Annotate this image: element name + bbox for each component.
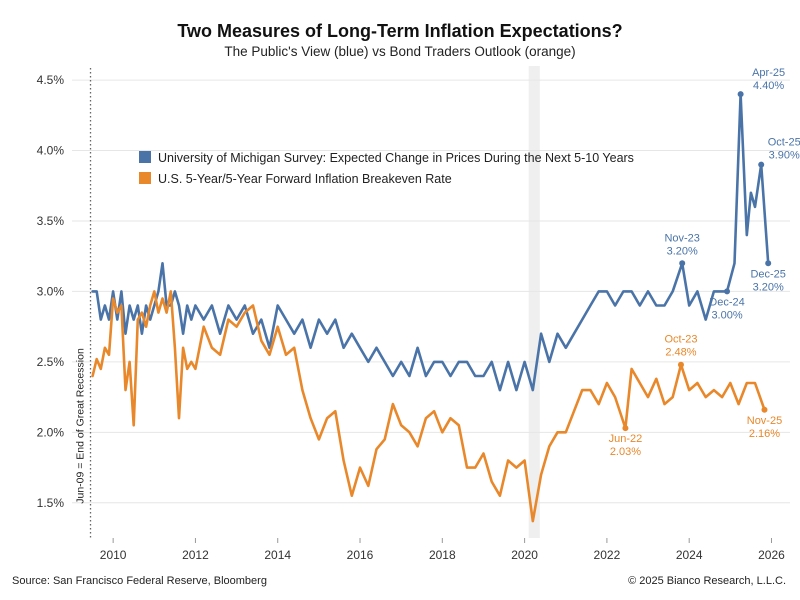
y-tick-label: 3.5%: [37, 214, 65, 228]
annotation-label: Apr-25: [752, 67, 785, 79]
y-tick-label: 1.5%: [37, 496, 65, 510]
annotation-point: [677, 361, 684, 368]
annotation-label: 2.16%: [749, 428, 780, 440]
source-note: Source: San Francisco Federal Reserve, B…: [12, 575, 267, 587]
legend-label-orange: U.S. 5-Year/5-Year Forward Inflation Bre…: [158, 172, 452, 186]
y-tick-label: 3.0%: [37, 284, 65, 298]
x-tick-label: 2012: [182, 548, 209, 562]
recession-label: Jun-09 = End of Great Recession: [75, 348, 87, 504]
series-line-breakeven: [91, 290, 766, 523]
recession-marker: Jun-09 = End of Great Recession: [75, 68, 92, 538]
annotation-point: [724, 288, 731, 295]
annotation-point: [761, 406, 768, 413]
x-axis: 2010 2012 2014 2016 2018 2020 2022 2024 2026: [100, 538, 785, 562]
annotation-point: [622, 425, 629, 432]
annotation-point: [758, 161, 765, 168]
shaded-period-0: [528, 66, 540, 538]
legend-swatch-orange: [139, 172, 151, 184]
annotation-label: Nov-25: [747, 415, 782, 427]
x-tick-label: 2022: [594, 548, 621, 562]
annotation-label: Oct-25: [768, 137, 800, 149]
x-tick-label: 2026: [758, 548, 785, 562]
annotation-point: [737, 91, 744, 98]
legend: University of Michigan Survey: Expected …: [139, 151, 634, 186]
x-tick-label: 2010: [100, 548, 127, 562]
y-tick-label: 4.5%: [37, 73, 65, 87]
chart-subtitle: The Public's View (blue) vs Bond Traders…: [224, 44, 575, 59]
annotation-label: 3.90%: [769, 150, 800, 162]
annotation-label: 3.20%: [667, 245, 698, 257]
annotation-label: Dec-24: [709, 296, 744, 308]
annotations: Nov-233.20%Apr-254.40%Oct-253.90%Dec-243…: [609, 67, 800, 458]
series-lines: [91, 92, 770, 523]
annotation-label: 3.20%: [753, 281, 784, 293]
legend-swatch-blue: [139, 151, 151, 163]
chart-title: Two Measures of Long-Term Inflation Expe…: [177, 21, 622, 41]
x-tick-label: 2014: [264, 548, 291, 562]
x-tick-label: 2024: [676, 548, 703, 562]
annotation-label: Jun-22: [609, 433, 643, 445]
grid-lines: [72, 79, 790, 504]
legend-label-blue: University of Michigan Survey: Expected …: [158, 151, 634, 165]
y-tick-label: 4.0%: [37, 144, 65, 158]
annotation-label: 2.03%: [610, 446, 641, 458]
annotation-label: 4.40%: [753, 80, 784, 92]
annotation-label: Oct-23: [664, 334, 697, 346]
y-tick-label: 2.0%: [37, 425, 65, 439]
annotation-label: 2.48%: [665, 347, 696, 359]
copyright-note: © 2025 Bianco Research, L.L.C.: [628, 575, 786, 587]
annotation-point: [765, 260, 772, 267]
annotation-point: [679, 260, 686, 267]
y-tick-label: 2.5%: [37, 355, 65, 369]
annotation-label: Dec-25: [750, 268, 785, 280]
y-axis: 1.5% 2.0% 2.5% 3.0% 3.5% 4.0% 4.5%: [37, 73, 65, 510]
annotation-label: 3.00%: [711, 309, 742, 321]
x-tick-label: 2020: [511, 548, 538, 562]
annotation-label: Nov-23: [664, 232, 699, 244]
x-tick-label: 2016: [347, 548, 374, 562]
x-tick-label: 2018: [429, 548, 456, 562]
series-line-michigan: [91, 92, 770, 392]
covid-shading: [528, 66, 540, 538]
